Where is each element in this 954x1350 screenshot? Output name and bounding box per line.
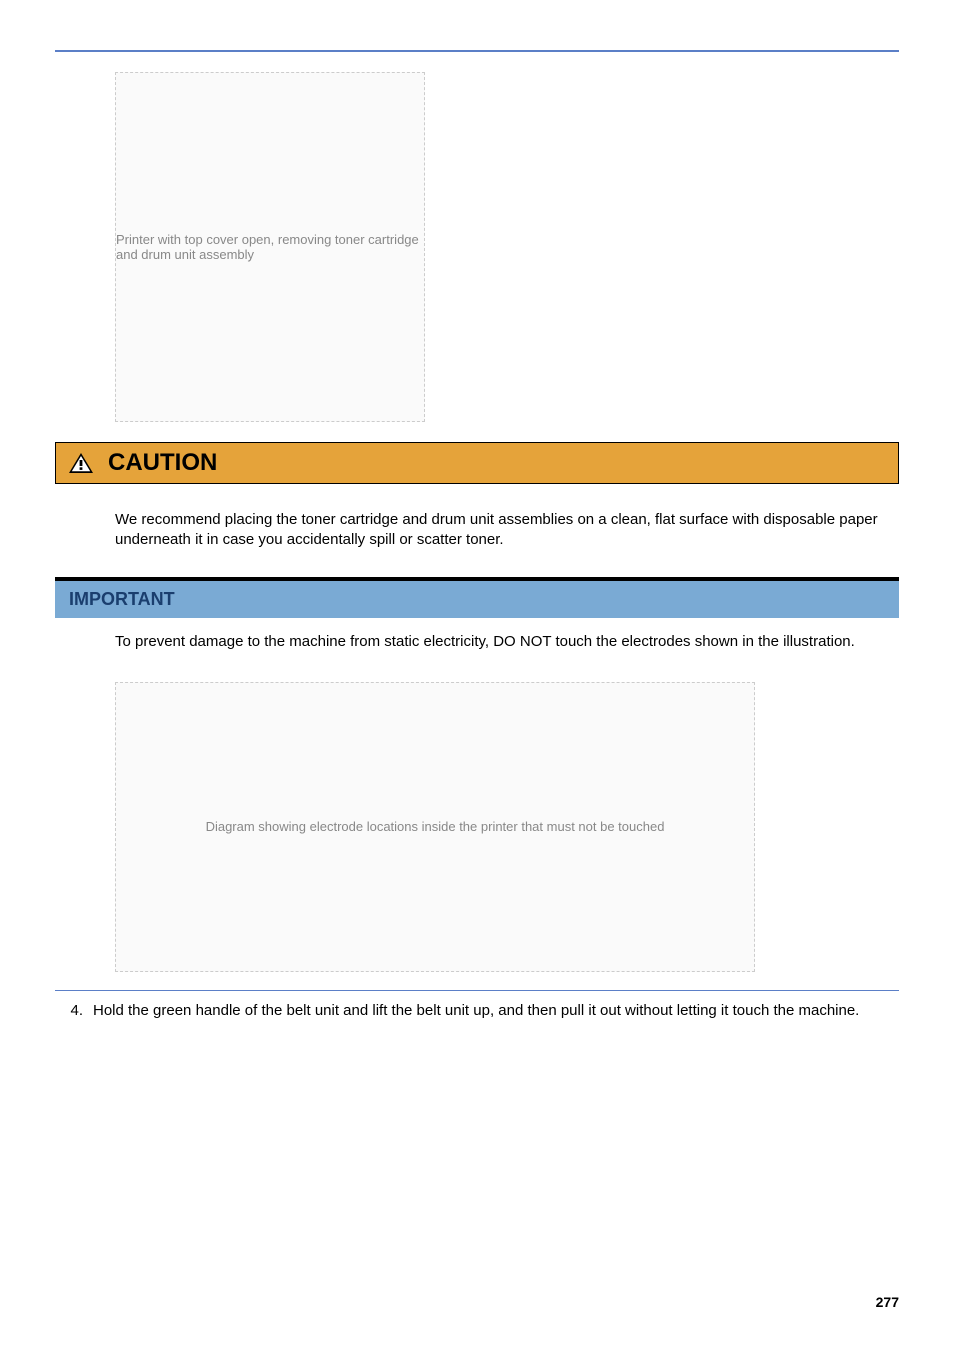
step-text: Hold the green handle of the belt unit a… [93,1001,895,1021]
figure-electrodes: Diagram showing electrode locations insi… [115,682,755,972]
caution-box: CAUTION [55,442,899,484]
end-rule [55,990,899,991]
figure2-alt: Diagram showing electrode locations insi… [206,819,665,834]
top-rule [55,50,899,52]
caution-title: CAUTION [108,449,217,477]
important-header: IMPORTANT [55,579,899,618]
page-number: 277 [876,1294,899,1310]
figure-printer-open: Printer with top cover open, removing to… [115,72,425,422]
important-title: IMPORTANT [69,589,175,609]
warning-triangle-icon [68,452,94,474]
important-body: To prevent damage to the machine from st… [55,618,899,672]
caution-header: CAUTION [56,443,898,483]
figure1-alt: Printer with top cover open, removing to… [116,232,424,262]
caution-body: We recommend placing the toner cartridge… [55,496,899,571]
step-4: 4. Hold the green handle of the belt uni… [55,1001,899,1021]
step-number: 4. [59,1001,93,1021]
